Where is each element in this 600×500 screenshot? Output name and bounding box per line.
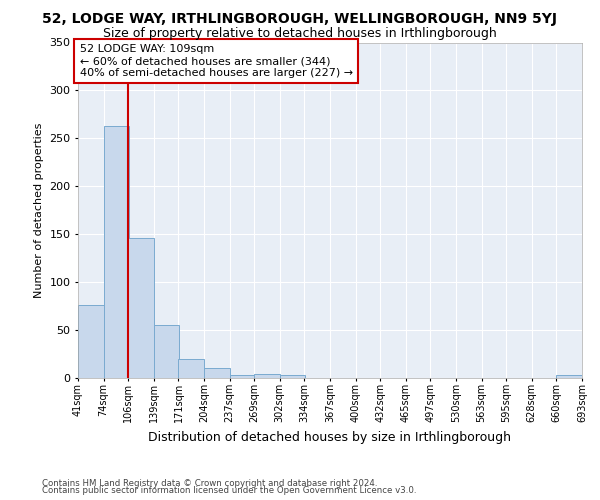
Text: 52 LODGE WAY: 109sqm
← 60% of detached houses are smaller (344)
40% of semi-deta: 52 LODGE WAY: 109sqm ← 60% of detached h… bbox=[80, 44, 353, 78]
Bar bbox=[178, 360, 204, 378]
Bar bbox=[128, 238, 154, 378]
Bar bbox=[280, 374, 305, 378]
X-axis label: Distribution of detached houses by size in Irthlingborough: Distribution of detached houses by size … bbox=[149, 431, 511, 444]
Bar bbox=[230, 374, 255, 378]
Text: Contains HM Land Registry data © Crown copyright and database right 2024.: Contains HM Land Registry data © Crown c… bbox=[42, 478, 377, 488]
Text: Contains public sector information licensed under the Open Government Licence v3: Contains public sector information licen… bbox=[42, 486, 416, 495]
Bar bbox=[78, 305, 104, 378]
Bar bbox=[254, 374, 280, 378]
Bar bbox=[104, 126, 129, 378]
Bar bbox=[154, 325, 179, 378]
Text: 52, LODGE WAY, IRTHLINGBOROUGH, WELLINGBOROUGH, NN9 5YJ: 52, LODGE WAY, IRTHLINGBOROUGH, WELLINGB… bbox=[43, 12, 557, 26]
Text: Size of property relative to detached houses in Irthlingborough: Size of property relative to detached ho… bbox=[103, 28, 497, 40]
Bar bbox=[204, 368, 230, 378]
Bar bbox=[556, 374, 582, 378]
Y-axis label: Number of detached properties: Number of detached properties bbox=[34, 122, 44, 298]
